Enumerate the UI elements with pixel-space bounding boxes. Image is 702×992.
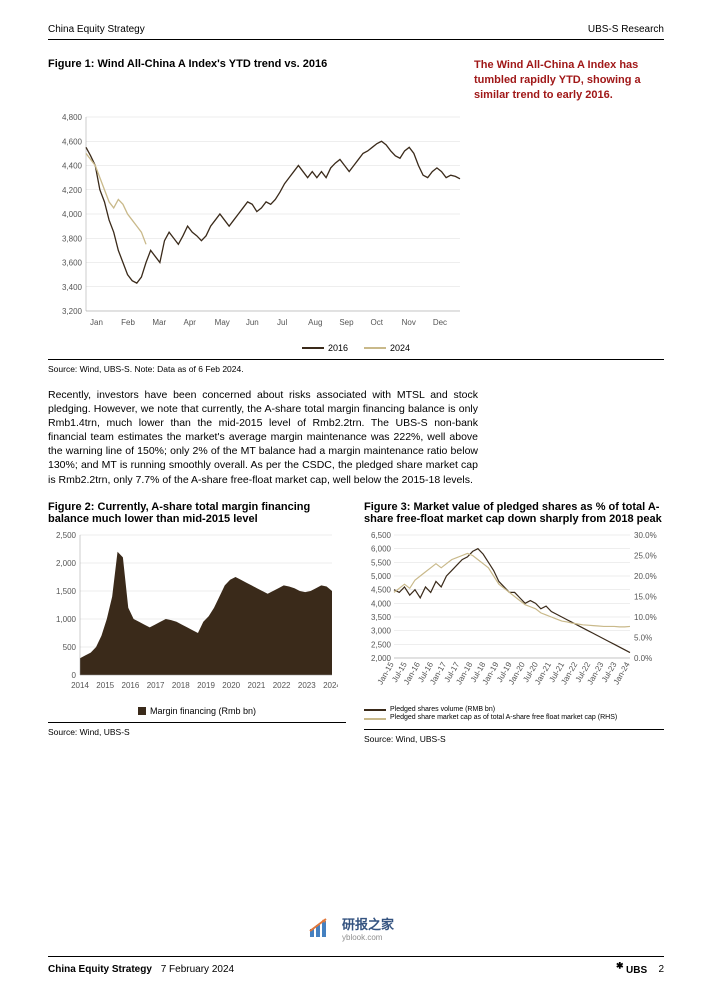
figure2-title: Figure 2: Currently, A-share total margi… — [48, 501, 346, 529]
svg-text:2022: 2022 — [273, 681, 291, 690]
figure2-legend: Margin financing (Rmb bn) — [48, 706, 346, 716]
figure1-title: Figure 1: Wind All-China A Index's YTD t… — [48, 58, 456, 103]
ubs-logo-icon: ✱ UBS — [616, 962, 652, 976]
svg-text:3,400: 3,400 — [62, 282, 83, 291]
svg-text:2021: 2021 — [248, 681, 266, 690]
svg-text:2016: 2016 — [122, 681, 140, 690]
svg-text:May: May — [215, 318, 230, 327]
svg-text:5.0%: 5.0% — [634, 633, 652, 642]
svg-text:0.0%: 0.0% — [634, 654, 652, 663]
svg-text:Mar: Mar — [152, 318, 166, 327]
svg-text:2018: 2018 — [172, 681, 190, 690]
svg-text:3,800: 3,800 — [62, 234, 83, 243]
svg-text:1,500: 1,500 — [56, 587, 77, 596]
svg-text:2019: 2019 — [197, 681, 215, 690]
svg-text:2020: 2020 — [222, 681, 240, 690]
watermark: 研报之家 yblook.com — [308, 914, 394, 942]
svg-text:4,000: 4,000 — [62, 210, 83, 219]
svg-text:5,000: 5,000 — [371, 572, 392, 581]
svg-text:3,200: 3,200 — [62, 307, 83, 316]
svg-text:2,500: 2,500 — [56, 531, 77, 540]
svg-text:Aug: Aug — [308, 318, 322, 327]
svg-text:✱: ✱ — [616, 962, 624, 970]
svg-text:3,500: 3,500 — [371, 613, 392, 622]
svg-text:30.0%: 30.0% — [634, 531, 657, 540]
svg-text:Feb: Feb — [121, 318, 135, 327]
page-footer: China Equity Strategy 7 February 2024 ✱ … — [48, 956, 664, 976]
svg-text:Oct: Oct — [371, 318, 384, 327]
svg-text:Apr: Apr — [184, 318, 197, 327]
svg-text:Nov: Nov — [402, 318, 416, 327]
watermark-icon — [308, 917, 336, 939]
svg-text:6,500: 6,500 — [371, 531, 392, 540]
svg-text:20.0%: 20.0% — [634, 572, 657, 581]
svg-text:Sep: Sep — [339, 318, 354, 327]
svg-text:4,400: 4,400 — [62, 161, 83, 170]
svg-text:2024: 2024 — [323, 681, 338, 690]
svg-text:4,200: 4,200 — [62, 185, 83, 194]
svg-text:2017: 2017 — [147, 681, 165, 690]
svg-text:6,000: 6,000 — [371, 544, 392, 553]
figure2-chart: 0 500 1,000 1,500 2,000 2,500 2014 2015 2016 2017… — [48, 529, 346, 716]
svg-text:4,500: 4,500 — [371, 585, 392, 594]
svg-text:2015: 2015 — [96, 681, 114, 690]
svg-text:5,500: 5,500 — [371, 558, 392, 567]
page-header: China Equity Strategy UBS-S Research — [48, 24, 664, 40]
header-right: UBS-S Research — [588, 24, 664, 35]
figure1-source: Source: Wind, UBS-S. Note: Data as of 6 … — [48, 359, 664, 374]
header-left: China Equity Strategy — [48, 24, 145, 35]
svg-text:15.0%: 15.0% — [634, 592, 657, 601]
svg-text:4,800: 4,800 — [62, 113, 83, 122]
svg-text:3,600: 3,600 — [62, 258, 83, 267]
svg-text:0: 0 — [72, 671, 77, 680]
svg-text:Jul: Jul — [277, 318, 287, 327]
svg-text:1,000: 1,000 — [56, 615, 77, 624]
svg-text:2,500: 2,500 — [371, 640, 392, 649]
svg-text:2014: 2014 — [71, 681, 89, 690]
figure3-legend: Pledged shares volume (RMB bn) Pledged s… — [364, 706, 664, 724]
figure2-source: Source: Wind, UBS-S — [48, 722, 346, 737]
svg-text:Jun: Jun — [246, 318, 259, 327]
svg-text:500: 500 — [63, 643, 77, 652]
figure1-chart: 3,200 3,400 3,600 3,800 4,000 4,200 4,400 4,600… — [48, 111, 664, 353]
svg-text:4,600: 4,600 — [62, 137, 83, 146]
svg-text:Jan: Jan — [90, 318, 103, 327]
svg-text:UBS: UBS — [626, 965, 647, 976]
svg-text:4,000: 4,000 — [371, 599, 392, 608]
svg-text:3,000: 3,000 — [371, 626, 392, 635]
svg-text:25.0%: 25.0% — [634, 551, 657, 560]
svg-text:2,000: 2,000 — [56, 559, 77, 568]
svg-text:Dec: Dec — [433, 318, 447, 327]
svg-text:2023: 2023 — [298, 681, 316, 690]
svg-text:10.0%: 10.0% — [634, 613, 657, 622]
figure1-callout: The Wind All-China A Index has tumbled r… — [474, 58, 664, 103]
figure3-chart: 2,0002,5003,0003,5004,0004,5005,0005,500… — [364, 529, 664, 724]
figure1-legend: 2016 2024 — [48, 343, 664, 353]
figure3-title: Figure 3: Market value of pledged shares… — [364, 501, 664, 529]
body-paragraph: Recently, investors have been concerned … — [48, 388, 478, 487]
figure3-source: Source: Wind, UBS-S — [364, 729, 664, 744]
